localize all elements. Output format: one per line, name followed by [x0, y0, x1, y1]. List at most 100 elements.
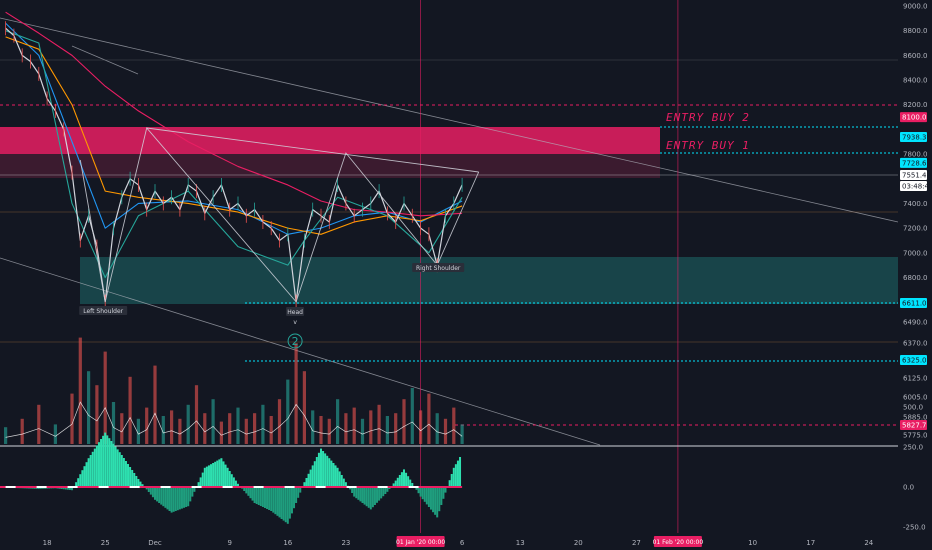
oscillator-bar	[261, 487, 264, 507]
price-badge	[900, 420, 927, 430]
volume-bar	[170, 410, 174, 444]
oscillator-signal-dash	[222, 486, 233, 488]
oscillator-bar	[131, 470, 134, 487]
oscillator-bar	[135, 476, 138, 487]
oscillator-bar	[122, 458, 125, 487]
time-axis-panel[interactable]	[0, 535, 932, 550]
oscillator-bar	[224, 464, 227, 487]
head-label: Head	[287, 309, 303, 316]
price-badge-label: 5827.7	[902, 422, 927, 430]
oscillator-bar	[429, 487, 432, 510]
volume-bar	[336, 399, 340, 444]
time-tick-label: 13	[516, 539, 525, 547]
price-tick-label: 6800.0	[903, 274, 928, 282]
oscillator-bar	[178, 487, 181, 510]
oscillator-tick-label: 500.0	[903, 404, 923, 412]
neckline	[146, 127, 479, 173]
volume-bar	[360, 418, 365, 444]
oscillator-bar	[448, 480, 451, 487]
volume-bar	[236, 407, 240, 444]
oscillator-bar	[170, 487, 173, 513]
oscillator-bar	[71, 487, 73, 491]
oscillator-bar	[280, 487, 283, 519]
volume-bar	[311, 410, 315, 444]
oscillator-bar	[149, 487, 152, 495]
oscillator-bar	[255, 487, 258, 504]
time-highlight-badge	[653, 536, 702, 547]
volume-bar	[120, 413, 124, 444]
reference-lines-layer	[0, 0, 932, 533]
oscillator-bar	[322, 451, 325, 487]
volume-bar	[145, 407, 149, 444]
oscillator-bar	[114, 446, 117, 487]
volume-bar	[410, 388, 414, 444]
wave-label: 2	[292, 335, 299, 348]
price-badge-label: 03:48:43	[902, 183, 932, 191]
oscillator-bar	[257, 487, 260, 505]
oscillator-signal-dash	[408, 486, 419, 488]
oscillator-signal-dash	[377, 486, 388, 488]
volume-bar	[277, 399, 282, 444]
oscillator-signal-dash	[253, 486, 264, 488]
oscillator-bar	[454, 464, 457, 487]
oscillator-bar	[363, 487, 366, 505]
oscillator-bar	[434, 487, 437, 515]
oscillator-bar	[62, 487, 65, 490]
price-line	[5, 27, 463, 303]
oscillator-bar	[116, 449, 119, 487]
oscillator-bar	[129, 467, 132, 487]
price-badge-label: 8100.0	[902, 114, 927, 122]
oscillator-bar	[419, 487, 422, 497]
time-tick-label: 16	[283, 539, 292, 547]
time-highlight-label: 01 Jan '20 00:00	[396, 539, 445, 546]
volume-bar	[203, 413, 207, 444]
oscillator-bar	[189, 487, 192, 502]
oscillator-bar	[295, 487, 298, 503]
oscillator-signal-dash	[67, 486, 78, 488]
oscillator-bar	[251, 487, 254, 501]
oscillator-signal-dash	[284, 486, 295, 488]
oscillator-bar	[141, 484, 144, 487]
oscillator-bar	[367, 487, 370, 508]
oscillator-bar	[154, 487, 156, 500]
time-highlight-label: 01 Feb '20 00:00	[653, 539, 704, 546]
price-tick-label: 6005.0	[903, 394, 928, 402]
volume-bar	[219, 421, 223, 444]
price-tick-label: 5885.0	[903, 414, 928, 422]
oscillator-bar	[421, 487, 424, 500]
price-badge-label: 7551.4	[902, 172, 927, 180]
volume-bar	[394, 413, 398, 444]
oscillator-bar	[172, 487, 175, 512]
oscillator-bar	[245, 487, 248, 494]
volume-bar	[37, 404, 41, 444]
oscillator-bar	[259, 487, 262, 506]
oscillator-bar	[212, 463, 215, 487]
oscillator-bar	[452, 467, 455, 487]
oscillator-bar	[396, 477, 399, 487]
oscillator-bar	[226, 467, 229, 487]
price-tick-label: 5775.0	[903, 432, 928, 440]
oscillator-bar	[309, 469, 312, 487]
price-axis-panel[interactable]	[898, 0, 932, 550]
volume-bar	[294, 343, 298, 444]
oscillator-bar	[97, 442, 100, 487]
oscillator-bar	[193, 487, 196, 492]
volume-bar	[194, 385, 199, 444]
oscillator-bar	[210, 464, 213, 487]
annotations-layer: ENTRY BUY 2 ENTRY BUY 1 Left Shoulder Head R…	[79, 111, 749, 349]
oscillator-bar	[326, 455, 329, 487]
oscillator-bar	[106, 435, 109, 487]
oscillator-signal-dash	[346, 486, 357, 488]
oscillator-bar	[311, 465, 314, 487]
entry-zone-shadow	[0, 154, 660, 178]
oscillator-bar	[102, 435, 105, 487]
oscillator-bar	[405, 472, 408, 487]
channel-upper-line	[0, 17, 899, 223]
oscillator-bar	[297, 487, 300, 498]
oscillator-bar	[293, 487, 296, 509]
volume-bar	[302, 371, 306, 444]
time-tick-label: 9	[227, 539, 231, 547]
oscillator-signal-dash	[160, 486, 171, 488]
oscillator-tick-label: 0.0	[903, 484, 914, 492]
